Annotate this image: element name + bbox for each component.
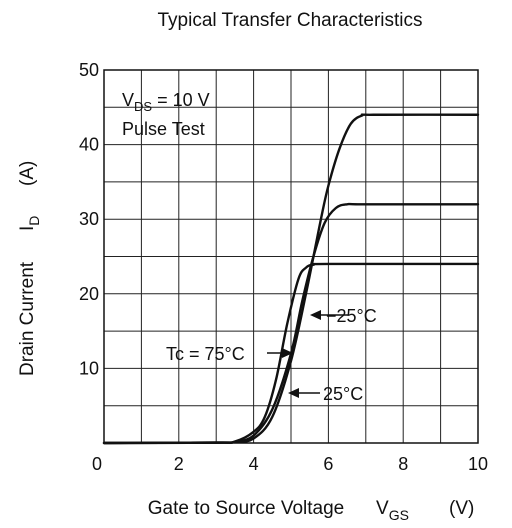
arrow-75-head [282, 348, 293, 358]
x-tick-label: 8 [398, 454, 408, 474]
annotation-layer: −25°C Tc = 75°C 25°C [166, 306, 377, 404]
chart-title: Typical Transfer Characteristics [157, 10, 422, 31]
annotation-25: 25°C [323, 384, 363, 404]
arrow-25-head [288, 388, 299, 398]
y-tick-label: 20 [79, 284, 99, 304]
x-axis-unit: (V) [449, 498, 474, 519]
y-axis-label-group: Drain Current ID (A) [17, 161, 42, 376]
arrow-minus25-head [310, 310, 321, 320]
series-line-25c [102, 113, 480, 445]
y-axis-symbol: ID [17, 216, 42, 231]
annotation-minus25: −25°C [326, 306, 377, 326]
y-tick-labels: 10 20 30 40 50 [79, 60, 99, 378]
series-layer [102, 113, 480, 445]
x-tick-label: 2 [174, 454, 184, 474]
vds-condition: VDS = 10 V [122, 90, 210, 114]
x-tick-labels: 0 2 4 6 8 10 [92, 454, 488, 474]
y-tick-label: 30 [79, 209, 99, 229]
plot-frame [103, 69, 479, 444]
x-axis-symbol: VGS [376, 498, 409, 523]
y-axis-label: Drain Current [17, 261, 38, 376]
x-axis-label: Gate to Source Voltage [148, 498, 344, 519]
annotation-75: Tc = 75°C [166, 344, 245, 364]
y-tick-label: 40 [79, 135, 99, 155]
pulse-test-label: Pulse Test [122, 119, 205, 139]
x-tick-label: 0 [92, 454, 102, 474]
y-axis-unit: (A) [17, 161, 38, 186]
chart-grid [104, 70, 478, 443]
x-tick-label: 10 [468, 454, 488, 474]
x-tick-label: 4 [249, 454, 259, 474]
y-tick-label: 50 [79, 60, 99, 80]
x-tick-label: 6 [323, 454, 333, 474]
y-tick-label: 10 [79, 358, 99, 378]
